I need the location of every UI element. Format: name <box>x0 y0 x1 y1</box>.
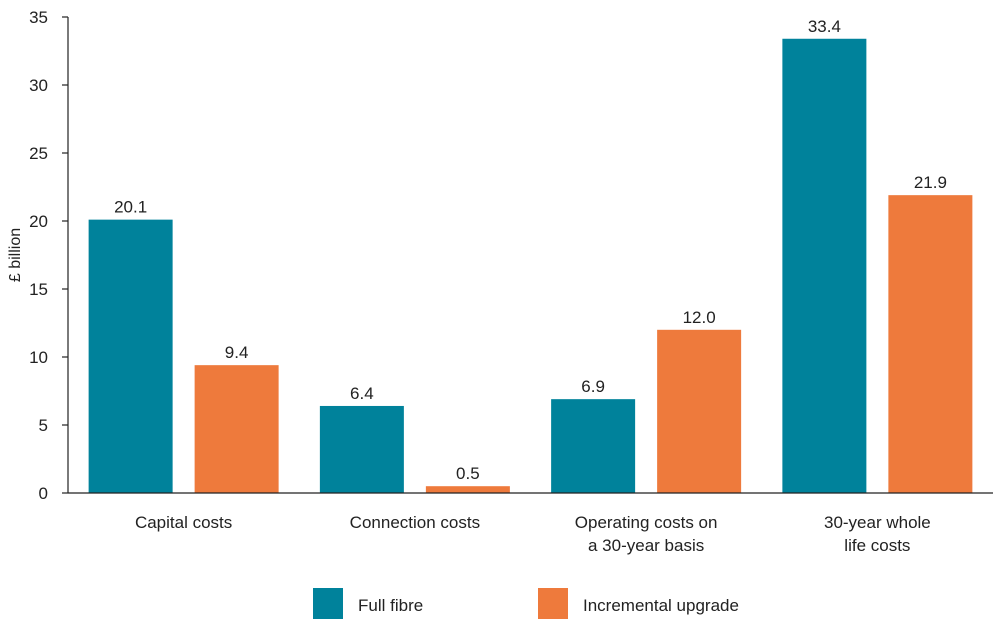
y-tick-label: 20 <box>29 212 48 231</box>
bar-full-fibre <box>782 38 867 493</box>
category-label-line: Capital costs <box>135 513 232 532</box>
legend: Full fibre Incremental upgrade <box>313 588 739 619</box>
data-label: 33.4 <box>808 17 841 36</box>
legend-label: Incremental upgrade <box>583 596 739 615</box>
data-label: 6.9 <box>581 377 605 396</box>
bar-incremental-upgrade <box>425 486 510 493</box>
y-tick-label: 35 <box>29 8 48 27</box>
legend-swatch <box>538 588 568 619</box>
category-labels: Capital costs Connection costs Operating c… <box>135 513 931 555</box>
data-label: 9.4 <box>225 343 249 362</box>
data-label: 6.4 <box>350 384 374 403</box>
data-label: 12.0 <box>683 308 716 327</box>
bar-incremental-upgrade <box>657 329 742 493</box>
bar-full-fibre <box>551 399 636 493</box>
data-labels: 20.1 9.4 6.4 0.5 6.9 12.0 33.4 21.9 <box>114 17 947 483</box>
y-tick-label: 15 <box>29 280 48 299</box>
category-label-line: 30-year whole <box>824 513 931 532</box>
bar-full-fibre <box>319 405 404 493</box>
data-label: 21.9 <box>914 173 947 192</box>
category-label-line: life costs <box>844 536 910 555</box>
y-axis-title: £ billion <box>7 228 24 282</box>
bar-incremental-upgrade <box>194 365 279 493</box>
legend-label: Full fibre <box>358 596 423 615</box>
y-tick-label: 0 <box>39 484 48 503</box>
y-tick-label: 25 <box>29 144 48 163</box>
bar-full-fibre <box>88 219 173 493</box>
category-label: 30-year whole life costs <box>824 513 931 555</box>
legend-swatch <box>313 588 343 619</box>
category-label-line: Connection costs <box>350 513 480 532</box>
category-label-line: a 30-year basis <box>588 536 704 555</box>
category-label: Operating costs on a 30-year basis <box>575 513 718 555</box>
y-tick-label: 10 <box>29 348 48 367</box>
data-label: 20.1 <box>114 198 147 217</box>
category-label-line: Operating costs on <box>575 513 718 532</box>
bar-incremental-upgrade <box>888 195 973 493</box>
bars <box>88 38 973 493</box>
category-label: Capital costs <box>135 513 232 532</box>
category-label: Connection costs <box>350 513 480 532</box>
data-label: 0.5 <box>456 464 480 483</box>
y-tick-label: 30 <box>29 76 48 95</box>
y-tick-label: 5 <box>39 416 48 435</box>
y-axis-ticks: 0 5 10 15 20 25 30 35 <box>29 8 68 503</box>
